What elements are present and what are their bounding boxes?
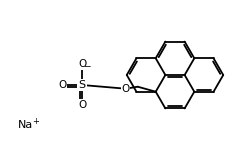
Text: O: O [58, 80, 66, 90]
Text: O: O [78, 59, 86, 69]
Text: O: O [122, 84, 130, 94]
Text: S: S [79, 80, 86, 90]
Text: O: O [78, 100, 86, 110]
Text: Na: Na [18, 120, 33, 130]
Text: −: − [83, 62, 91, 71]
Text: +: + [32, 118, 39, 127]
